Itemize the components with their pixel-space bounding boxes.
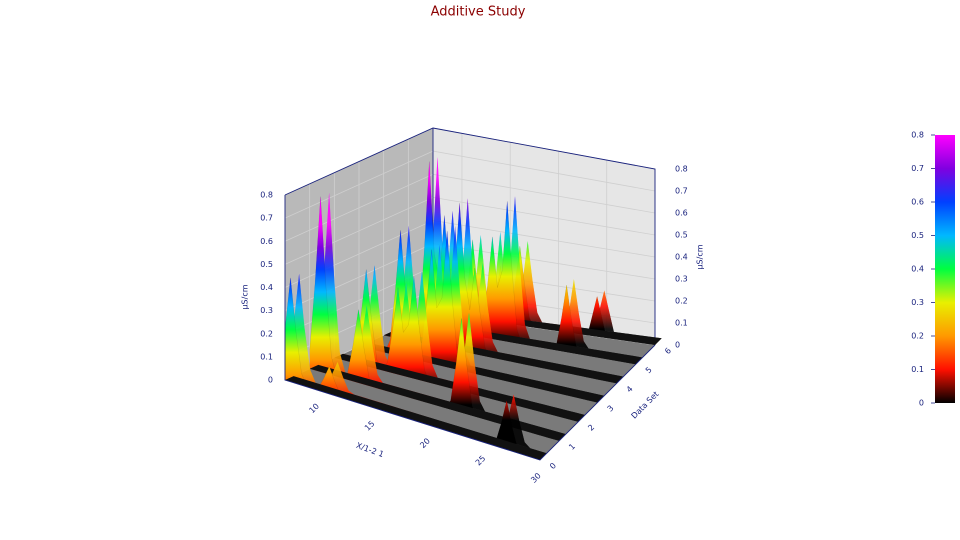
z-tick-label: 0.4 [675, 253, 688, 262]
y-tick-label: 1 [567, 442, 577, 452]
y-axis-label: Data Set [630, 390, 661, 421]
z-tick-label: 0.3 [675, 275, 688, 284]
colorbar-tick-label: 0.8 [911, 131, 924, 140]
z-tick-label: 0.2 [675, 297, 688, 306]
z-tick-label: 0.5 [675, 231, 688, 240]
z-axis-label: µS/cm [241, 284, 250, 309]
y-tick-label: 4 [625, 384, 635, 394]
z-tick-label: 0.3 [260, 306, 273, 315]
z-tick-label: 0.8 [260, 191, 273, 200]
colorbar-tick-label: 0.6 [911, 198, 924, 207]
z-tick-label: 0.7 [260, 214, 273, 223]
x-axis-label: X/1-2 1 [355, 441, 385, 459]
ribbon-top [309, 192, 566, 441]
colorbar-tick-label: 0.1 [911, 365, 924, 374]
y-tick-label: 5 [644, 365, 654, 375]
x-tick-label: 20 [418, 436, 432, 450]
chart-title: Additive Study [431, 5, 526, 20]
colorbar-tick-label: 0.7 [911, 164, 924, 173]
z-tick-label: 0.8 [675, 165, 688, 174]
z-axis-label: µS/cm [696, 244, 705, 269]
z-tick-label: 0.5 [260, 260, 273, 269]
x-tick-label: 10 [307, 402, 321, 416]
colorbar [935, 135, 955, 403]
z-tick-label: 0.6 [260, 237, 273, 246]
y-tick-label: 6 [663, 346, 673, 356]
z-tick-label: 0 [675, 341, 680, 350]
z-tick-label: 0 [268, 376, 273, 385]
colorbar-tick-label: 0.2 [911, 332, 924, 341]
x-tick-label: 15 [363, 419, 377, 433]
x-tick-label: 30 [529, 471, 543, 485]
y-tick-label: 0 [548, 461, 558, 471]
colorbar-tick-label: 0.3 [911, 298, 924, 307]
z-tick-label: 0.1 [675, 319, 688, 328]
ribbon-base [285, 376, 547, 460]
z-tick-label: 0.1 [260, 352, 273, 361]
ribbon-top [285, 273, 547, 460]
y-tick-label: 2 [586, 423, 596, 433]
colorbar-tick-label: 0.4 [911, 265, 924, 274]
box-edge [284, 195, 656, 461]
box-edge [284, 127, 656, 345]
z-tick-label: 0.7 [675, 187, 688, 196]
x-tick-label: 25 [474, 454, 488, 468]
y-tick-label: 3 [606, 404, 616, 414]
z-tick-label: 0.4 [260, 283, 273, 292]
z-tick-label: 0.2 [260, 329, 273, 338]
colorbar-tick-label: 0.5 [911, 231, 924, 240]
colorbar-tick-label: 0 [919, 399, 924, 408]
z-tick-label: 0.6 [675, 209, 688, 218]
